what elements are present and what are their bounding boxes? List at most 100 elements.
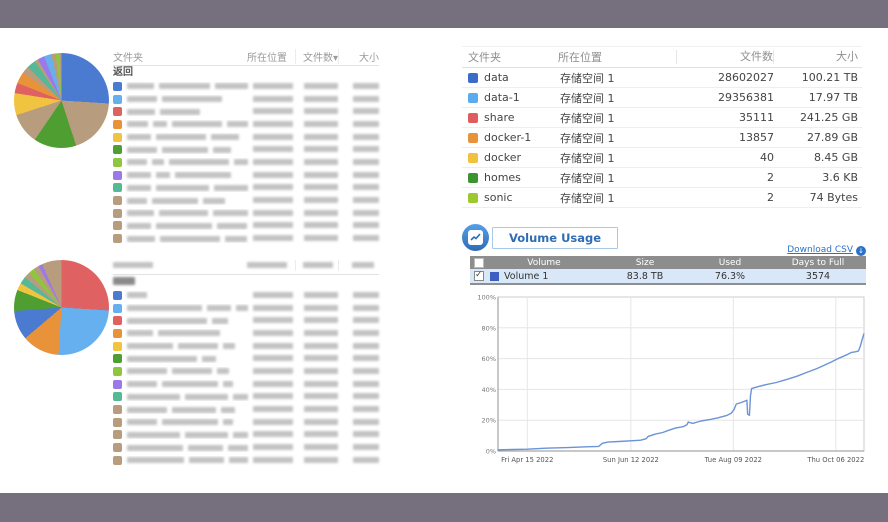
location-cell <box>253 157 301 168</box>
folder-name-cell <box>113 170 253 180</box>
redacted-folder-row[interactable] <box>113 378 379 391</box>
location-cell: 存储空间 1 <box>560 111 615 125</box>
size-cell <box>343 353 379 364</box>
column-header-filecount[interactable]: 文件数▾ <box>295 49 338 64</box>
column-header-folder[interactable]: 文件夹 <box>468 51 501 64</box>
folder-icon <box>113 183 122 193</box>
table-row[interactable]: share 存储空间 1 35111 241.25 GB <box>462 108 862 128</box>
volume-row[interactable]: Volume 1 83.8 TB 76.3% 3574 <box>470 269 866 285</box>
redacted-text <box>127 355 197 362</box>
redacted-folder-row[interactable] <box>113 194 379 207</box>
redacted-folder-row[interactable] <box>113 340 379 353</box>
redacted-folder-row[interactable] <box>113 365 379 378</box>
filecount-cell <box>301 81 343 92</box>
filecount-cell: 2 <box>767 171 774 184</box>
folder-icon <box>468 192 478 203</box>
column-header-location[interactable]: 所在位置 <box>247 53 287 64</box>
column-header-days-to-full[interactable]: Days to Full <box>791 257 845 268</box>
redacted-folder-row[interactable] <box>113 302 379 315</box>
location-cell <box>253 328 301 339</box>
redacted-folder-row[interactable] <box>113 441 379 454</box>
download-csv-link[interactable]: Download CSV ↓ <box>720 245 866 256</box>
table-row[interactable]: data-1 存储空间 1 29356381 17.97 TB <box>462 88 862 108</box>
column-header-size[interactable]: 大小 <box>773 50 862 64</box>
redacted-text <box>225 235 247 242</box>
redacted-text <box>168 159 230 166</box>
size-cell: 74 Bytes <box>809 191 858 204</box>
redacted-text <box>253 209 293 216</box>
column-header-used[interactable]: Used <box>718 257 742 268</box>
y-tick-label: 80% <box>482 324 496 332</box>
table-row[interactable]: docker 存储空间 1 40 8.45 GB <box>462 148 862 168</box>
redacted-text <box>304 355 338 362</box>
redacted-text <box>247 262 287 268</box>
redacted-text <box>304 95 338 102</box>
redacted-text <box>175 172 231 179</box>
redacted-folder-row[interactable] <box>113 118 379 131</box>
redacted-folder-row[interactable] <box>113 105 379 118</box>
redacted-folder-row[interactable] <box>113 314 379 327</box>
redacted-folder-row[interactable] <box>113 454 379 467</box>
select-all-checkbox[interactable] <box>474 257 484 268</box>
folder-icon <box>113 417 122 427</box>
redacted-folder-row[interactable] <box>113 391 379 404</box>
redacted-folder-row[interactable] <box>113 403 379 416</box>
redacted-text <box>127 305 202 312</box>
redacted-text <box>304 317 338 324</box>
redacted-text <box>253 95 293 102</box>
redacted-folder-row[interactable] <box>113 143 379 156</box>
redacted-folder-row[interactable] <box>113 352 379 365</box>
folder-name-cell <box>113 208 253 218</box>
redacted-folder-row[interactable] <box>113 182 379 195</box>
location-cell <box>253 379 301 390</box>
table-row[interactable]: homes 存储空间 1 2 3.6 KB <box>462 168 862 188</box>
redacted-text <box>253 393 293 400</box>
folder-icon <box>113 379 122 389</box>
volume-icon <box>490 271 499 281</box>
filecount-cell <box>301 233 343 244</box>
redacted-folder-row[interactable] <box>113 169 379 182</box>
table-row[interactable]: sonic 存储空间 1 2 74 Bytes <box>462 188 862 208</box>
redacted-folder-row[interactable] <box>113 80 379 93</box>
column-header-volume[interactable]: Volume <box>527 257 561 268</box>
size-cell: 3.6 KB <box>822 171 858 184</box>
location-cell: 存储空间 1 <box>560 151 615 165</box>
folder-icon <box>113 94 122 104</box>
redacted-folder-row[interactable] <box>113 429 379 442</box>
size-cell <box>343 81 379 92</box>
redacted-text <box>188 444 223 451</box>
redacted-folder-row[interactable] <box>113 416 379 429</box>
redacted-text <box>353 317 379 324</box>
redacted-text <box>212 210 248 217</box>
column-header-size[interactable]: Size <box>635 257 655 268</box>
column-header-size[interactable]: 大小 <box>338 49 379 64</box>
redacted-folder-row[interactable] <box>113 327 379 340</box>
redacted-back-link[interactable] <box>113 275 379 289</box>
folder-name: share <box>484 111 515 124</box>
redacted-folder-row[interactable] <box>113 220 379 233</box>
volume-checkbox[interactable] <box>474 270 484 281</box>
back-link[interactable]: 返回 <box>113 67 133 78</box>
redacted-folder-row[interactable] <box>113 131 379 144</box>
folder-name-cell <box>113 107 253 117</box>
table-row[interactable]: docker-1 存储空间 1 13857 27.89 GB <box>462 128 862 148</box>
volume-used: 76.3% <box>714 270 746 282</box>
location-cell <box>253 182 301 193</box>
column-header-filecount[interactable]: 文件数 <box>676 50 773 64</box>
x-tick-label: Sun Jun 12 2022 <box>603 456 659 464</box>
folder-name-cell <box>113 455 253 465</box>
table-row[interactable]: data 存储空间 1 28602027 100.21 TB <box>462 68 862 88</box>
redacted-folder-row[interactable] <box>113 207 379 220</box>
redacted-folder-row[interactable] <box>113 156 379 169</box>
column-header-location[interactable]: 所在位置 <box>558 51 602 64</box>
redacted-folder-row[interactable] <box>113 289 379 302</box>
redacted-folder-row[interactable] <box>113 93 379 106</box>
location-cell <box>253 341 301 352</box>
redacted-folder-row[interactable] <box>113 232 379 245</box>
size-cell <box>343 404 379 415</box>
table-header-row: 文件夹 所在位置 文件数▾ 大小 <box>113 48 379 66</box>
x-tick-label: Fri Apr 15 2022 <box>501 456 553 464</box>
column-header-folder[interactable]: 文件夹 <box>113 53 143 64</box>
folder-name-cell <box>113 379 253 389</box>
folder-icon <box>113 157 122 167</box>
